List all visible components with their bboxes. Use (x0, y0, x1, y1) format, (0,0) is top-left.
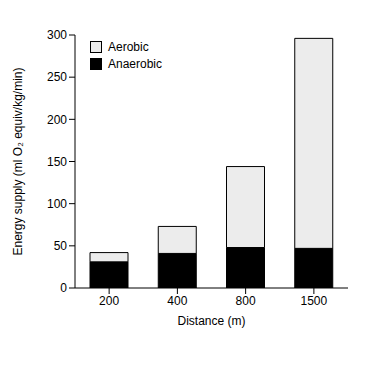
svg-text:50: 50 (54, 239, 68, 253)
svg-text:0: 0 (60, 281, 67, 295)
svg-text:Energy supply (ml O₂ equiv/kg/: Energy supply (ml O₂ equiv/kg/min) (11, 67, 25, 255)
svg-text:200: 200 (99, 294, 119, 308)
svg-text:1500: 1500 (301, 294, 328, 308)
svg-text:400: 400 (167, 294, 187, 308)
svg-text:Distance (m): Distance (m) (177, 314, 245, 328)
svg-text:200: 200 (47, 113, 67, 127)
svg-text:800: 800 (236, 294, 256, 308)
svg-text:250: 250 (47, 70, 67, 84)
svg-text:300: 300 (47, 28, 67, 42)
html-text:Anaerobic: Anaerobic (108, 57, 162, 71)
html-text:Aerobic: Aerobic (108, 40, 149, 54)
svg-text:100: 100 (47, 197, 67, 211)
svg-text:150: 150 (47, 155, 67, 169)
